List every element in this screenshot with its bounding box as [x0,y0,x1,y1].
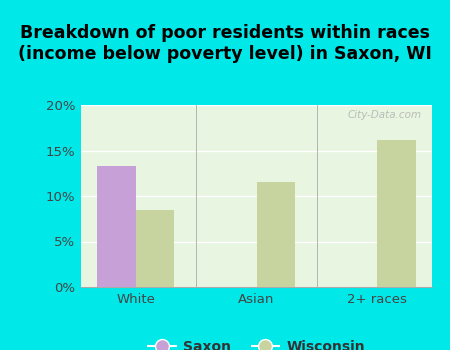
Bar [256,182,295,287]
Text: City-Data.com: City-Data.com [347,111,422,120]
Bar [135,210,174,287]
Legend: Saxon, Wisconsin: Saxon, Wisconsin [143,334,370,350]
Bar [97,166,135,287]
Bar [378,140,416,287]
Text: Breakdown of poor residents within races
(income below poverty level) in Saxon, : Breakdown of poor residents within races… [18,25,432,63]
